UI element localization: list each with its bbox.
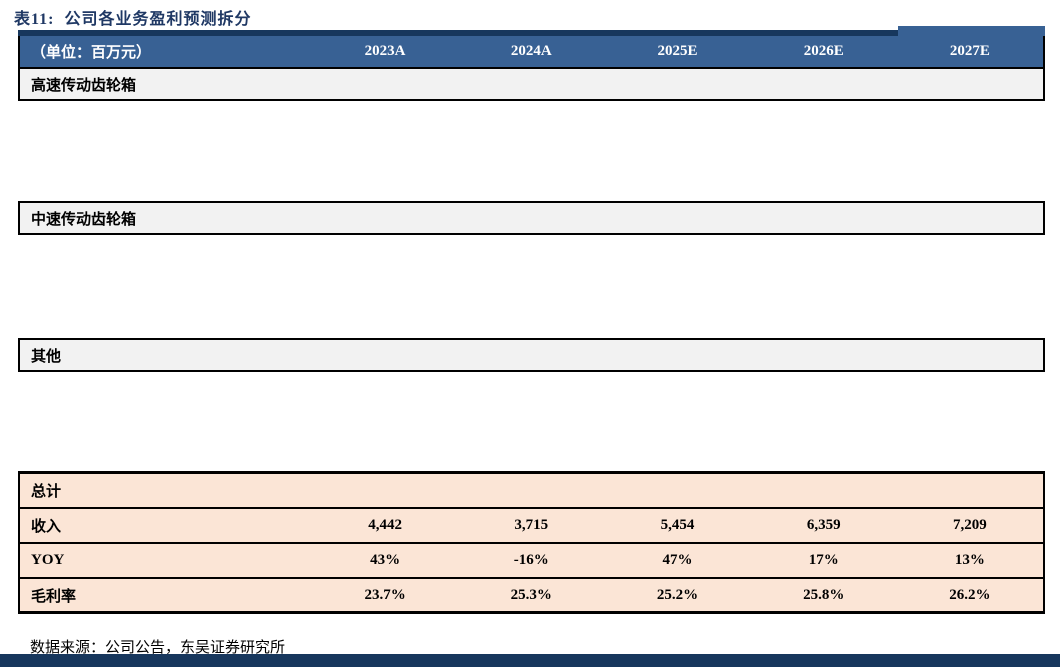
yoy-2027e: 13% [954, 552, 985, 568]
rule [18, 338, 1045, 340]
yoy-2026e: 17% [808, 552, 839, 568]
row-label: 毛利率 [31, 588, 77, 605]
gross-margin-2027e: 26.2% [949, 586, 991, 603]
row-label: YOY [31, 552, 65, 568]
section-row-high-speed-gearbox: 高速传动齿轮箱 [18, 69, 1045, 99]
yoy-2024a: -16% [513, 552, 549, 568]
rule [18, 611, 1045, 614]
column-header-2025e: 2025E [657, 43, 698, 59]
column-header-2024a: 2024A [510, 43, 552, 59]
section-label: 高速传动齿轮箱 [31, 77, 137, 94]
table-row-yoy: YOY 43% -16% 47% 17% 13% [18, 544, 1045, 577]
gross-margin-2024a: 25.3% [510, 586, 552, 603]
rule [18, 233, 1045, 235]
revenue-2025e: 5,454 [660, 517, 695, 533]
gross-margin-2023a: 23.7% [364, 586, 406, 603]
table-gap [18, 101, 1045, 201]
column-header-2026e: 2026E [803, 43, 844, 59]
unit-label: （单位：百万元） [31, 45, 152, 61]
rule [18, 370, 1045, 372]
total-label: 总计 [31, 484, 62, 500]
gross-margin-2026e: 25.8% [803, 586, 845, 603]
rule [18, 507, 1045, 509]
profit-forecast-table: （单位：百万元） 2023A 2024A 2025E 2026E 2027E 高… [18, 26, 1045, 614]
page-bottom-accent-bar [0, 654, 1060, 667]
total-header-row: 总计 [18, 474, 1045, 507]
data-source-note: 数据来源：公司公告，东吴证券研究所 [30, 640, 286, 656]
column-header-2027e: 2027E [949, 43, 990, 59]
table-gap [18, 235, 1045, 338]
yoy-2025e: 47% [662, 552, 693, 568]
table-row-revenue: 收入 4,442 3,715 5,454 6,359 7,209 [18, 509, 1045, 542]
table-caption: 表11: 公司各业务盈利预测拆分 [14, 11, 252, 28]
rule [18, 471, 1045, 474]
revenue-2027e: 7,209 [953, 517, 987, 533]
table-top-accent-bar [18, 30, 1045, 36]
table-gap [18, 372, 1045, 471]
column-header-2023a: 2023A [364, 43, 406, 59]
revenue-2023a: 4,442 [368, 517, 402, 533]
section-label: 其他 [31, 348, 62, 365]
rule [18, 577, 1045, 579]
section-row-other: 其他 [18, 340, 1045, 370]
table-header-row: （单位：百万元） 2023A 2024A 2025E 2026E 2027E [18, 36, 1045, 67]
revenue-2026e: 6,359 [806, 517, 841, 533]
table-row-gross-margin: 毛利率 23.7% 25.3% 25.2% 25.8% 26.2% [18, 579, 1045, 611]
section-label: 中速传动齿轮箱 [31, 211, 137, 228]
header-raised-tab-2027e [898, 26, 1045, 36]
section-row-medium-speed-gearbox: 中速传动齿轮箱 [18, 203, 1045, 233]
rule [18, 99, 1045, 101]
yoy-2023a: 43% [370, 552, 401, 568]
row-label: 收入 [31, 519, 62, 535]
gross-margin-2025e: 25.2% [656, 586, 699, 603]
rule [18, 67, 1045, 69]
revenue-2024a: 3,715 [514, 517, 549, 533]
rule [18, 542, 1045, 544]
rule [18, 201, 1045, 203]
